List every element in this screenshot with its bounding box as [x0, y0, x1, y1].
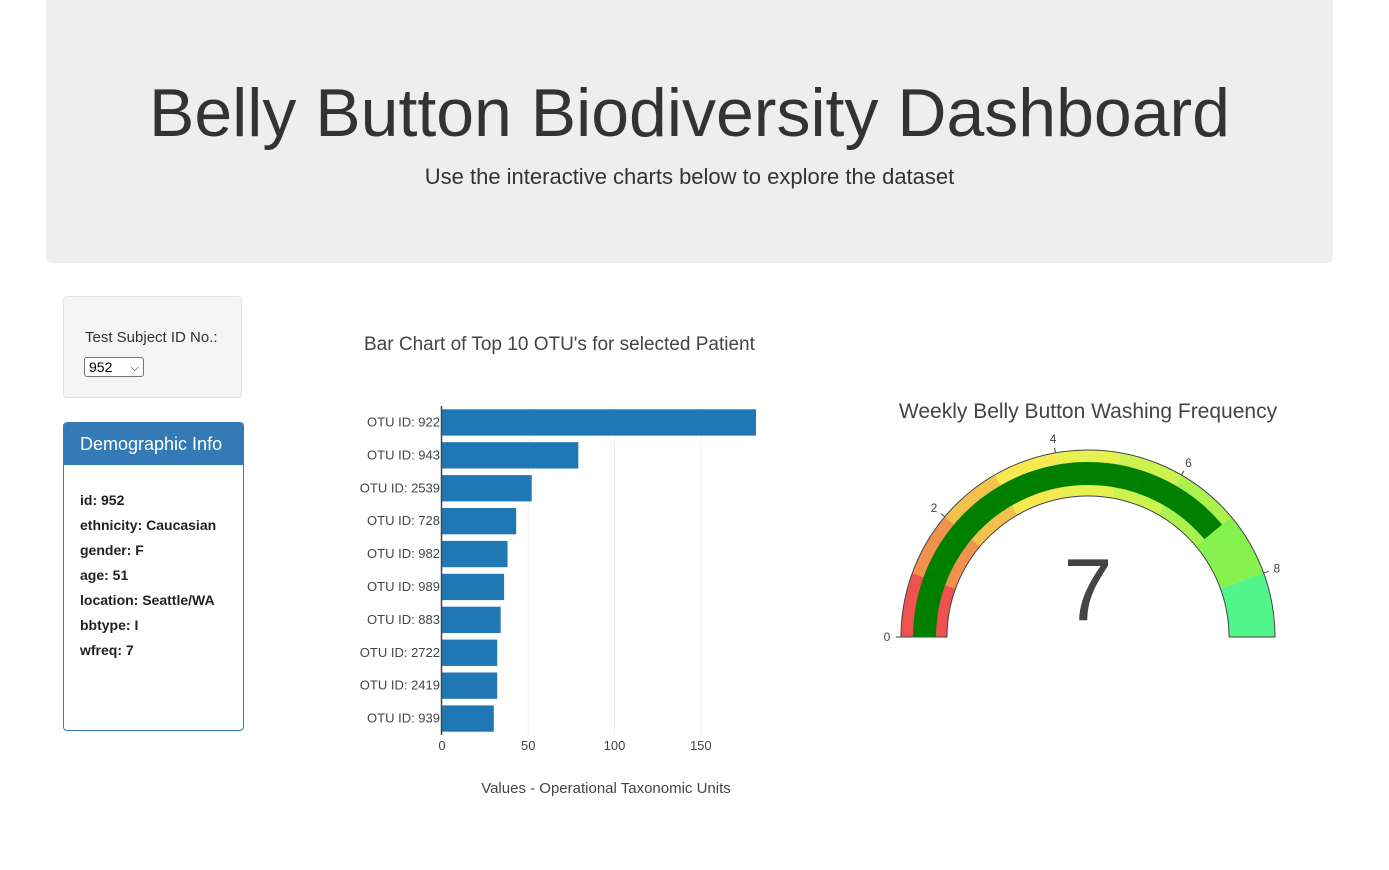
- bar-chart-y-tick-label: OTU ID: 2419: [360, 678, 440, 693]
- bar-chart-bar[interactable]: [442, 409, 756, 436]
- demographic-info-panel: Demographic Info id: 952 ethnicity: Cauca…: [63, 422, 244, 731]
- bar-chart-y-tick-label: OTU ID: 2539: [360, 480, 440, 495]
- gauge-tick-mark: [1181, 470, 1185, 476]
- gauge-tick-label: 2: [931, 501, 938, 515]
- gauge-bar[interactable]: [913, 462, 1223, 637]
- gauge-tick-mark: [1263, 570, 1269, 574]
- bar-chart-x-tick-label: 100: [604, 738, 626, 753]
- subject-id-select[interactable]: 952 ⌵: [84, 357, 144, 377]
- bar-chart-bar[interactable]: [442, 606, 501, 634]
- chevron-down-icon: ⌵: [130, 362, 139, 374]
- bar-chart-bar[interactable]: [442, 442, 579, 469]
- page-subtitle: Use the interactive charts below to expl…: [424, 164, 955, 189]
- bar-chart-y-tick-label: OTU ID: 883: [367, 612, 440, 627]
- gauge-tick-label: 6: [1185, 456, 1192, 470]
- demographic-line: gender: F: [80, 542, 144, 558]
- bar-chart-bar[interactable]: [442, 573, 505, 601]
- page-title: Belly Button Biodiversity Dashboard: [149, 75, 1230, 151]
- otu-bar-chart[interactable]: Bar Chart of Top 10 OTU's for selected P…: [330, 320, 850, 840]
- demographic-line: age: 51: [80, 567, 129, 583]
- bar-chart-bar[interactable]: [442, 540, 508, 568]
- bar-chart-x-tick-label: 150: [690, 738, 712, 753]
- gauge-value: 7: [1064, 540, 1113, 639]
- bar-chart-bars: [442, 409, 756, 732]
- bar-chart-y-tick-label: OTU ID: 982: [367, 546, 440, 561]
- bar-chart-x-tick-labels: 0 50 100 150: [438, 738, 711, 753]
- demographic-line: ethnicity: Caucasian: [80, 517, 217, 533]
- gauge-tick-mark: [940, 513, 946, 518]
- gauge-value-bar: [913, 462, 1223, 637]
- gauge-tick-mark: [1054, 447, 1057, 453]
- bar-chart-x-tick-label: 0: [438, 738, 445, 753]
- subject-selector-label: Test Subject ID No.:: [85, 329, 218, 346]
- washing-frequency-gauge[interactable]: Weekly Belly Button Washing Frequency 0 2…: [850, 390, 1350, 690]
- demographic-line: location: Seattle/WA: [80, 592, 215, 608]
- gauge-outline: [900, 449, 1276, 638]
- bar-chart-x-tick-label: 50: [521, 738, 535, 753]
- bar-chart-y-tick-labels: OTU ID: 922 OTU ID: 943 OTU ID: 2539 OTU ID…: [360, 414, 440, 725]
- bar-chart-y-tick-label: OTU ID: 2722: [360, 645, 440, 660]
- gauge-step: [1220, 573, 1275, 637]
- bar-chart-y-tick-label: OTU ID: 728: [367, 513, 440, 528]
- bar-chart-y-tick-label: OTU ID: 922: [367, 414, 440, 429]
- subject-selector-panel: Test Subject ID No.: 952 ⌵: [63, 296, 242, 398]
- demographic-line: id: 952: [80, 492, 125, 508]
- gauge-tick-label: 8: [1274, 561, 1281, 575]
- bar-chart-bar[interactable]: [442, 672, 498, 699]
- bar-chart-y-tick-label: OTU ID: 989: [367, 579, 440, 594]
- demographic-info-body: id: 952 ethnicity: Caucasian gender: F age:…: [80, 493, 230, 668]
- bar-chart-bar[interactable]: [442, 475, 532, 502]
- demographic-line: wfreq: 7: [80, 642, 134, 658]
- gauge-title: Weekly Belly Button Washing Frequency: [899, 400, 1278, 423]
- bar-chart-x-axis-label: Values - Operational Taxonomic Units: [481, 780, 731, 797]
- header-jumbotron: Belly Button Biodiversity Dashboard Use …: [46, 0, 1333, 263]
- bar-chart-bar[interactable]: [442, 705, 494, 732]
- gauge-ticks: 0 2 4 6 8: [884, 432, 1281, 644]
- demographic-line: bbtype: I: [80, 617, 139, 633]
- gauge-tick-label: 0: [884, 630, 891, 644]
- gauge-tick-label: 4: [1050, 432, 1057, 446]
- bar-chart-y-tick-label: OTU ID: 943: [367, 447, 440, 462]
- bar-chart-bar[interactable]: [442, 507, 517, 535]
- bar-chart-bar[interactable]: [442, 639, 498, 666]
- bar-chart-title: Bar Chart of Top 10 OTU's for selected P…: [364, 334, 756, 355]
- bar-chart-y-tick-label: OTU ID: 939: [367, 711, 440, 726]
- demographic-info-heading: Demographic Info: [64, 423, 243, 465]
- subject-id-selected-value: 952: [89, 359, 113, 375]
